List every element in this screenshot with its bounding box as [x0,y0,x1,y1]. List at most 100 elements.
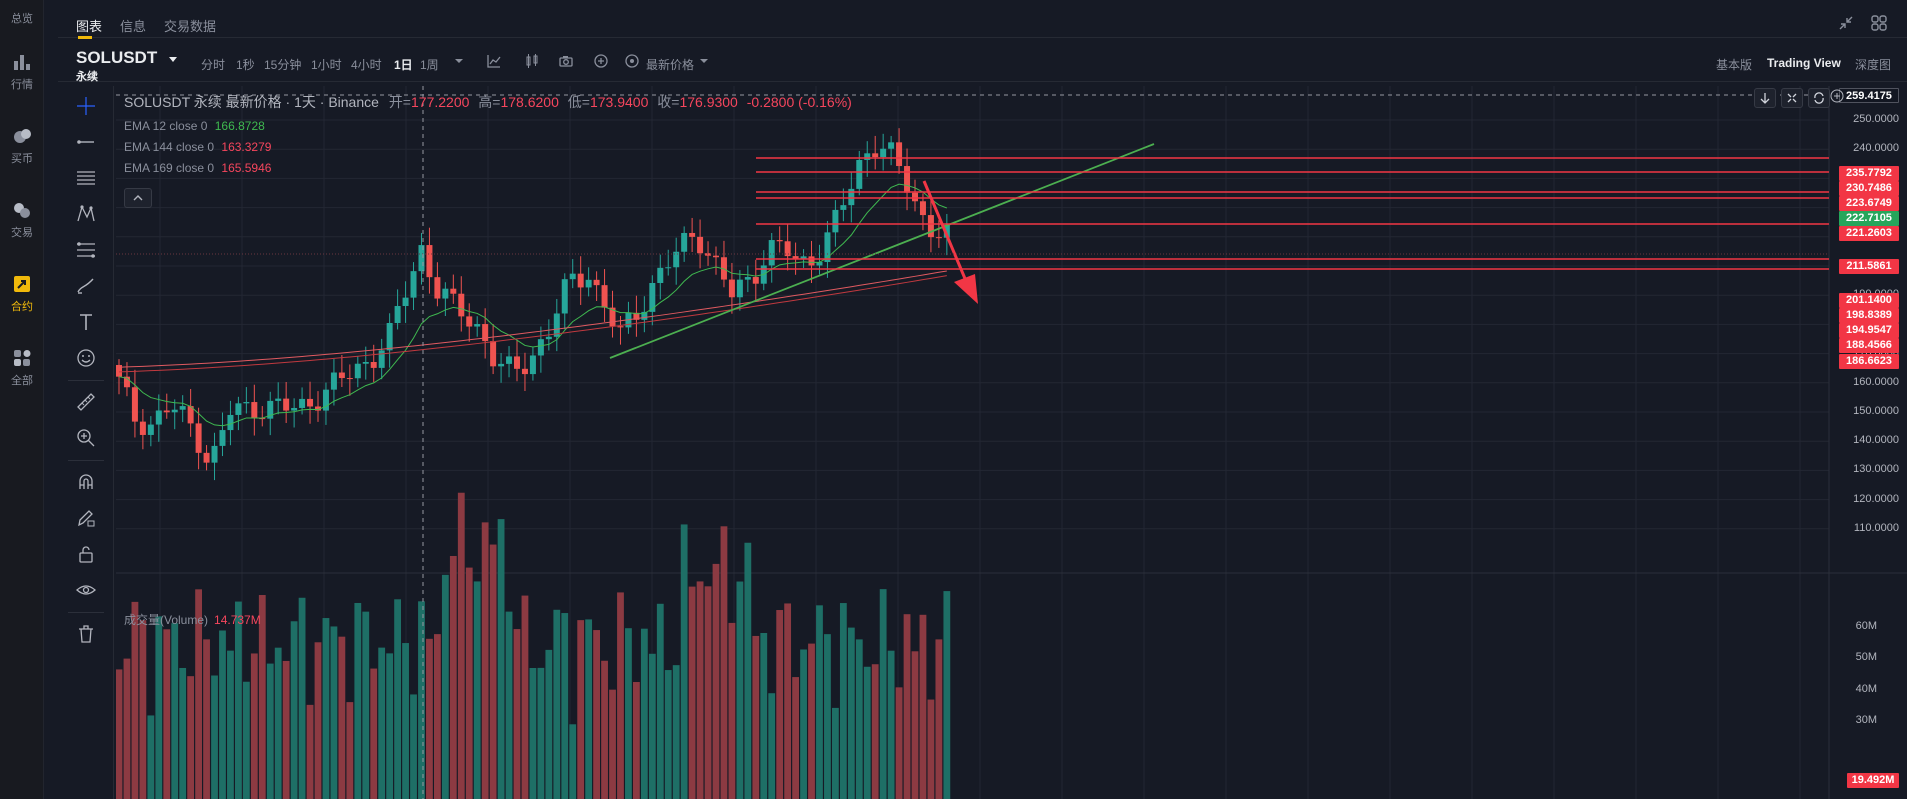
candle-body [816,262,823,266]
volume-bar [465,567,473,799]
ema-name: EMA 169 close 0 [124,161,215,175]
nav-item-all[interactable]: 全部 [0,334,44,388]
nav-item-buy-coin[interactable]: 买币 [0,112,44,166]
volume-bar [569,724,577,799]
candle-body [864,153,871,160]
refresh-button[interactable] [1808,88,1830,108]
nav-item-trade[interactable]: 交易 [0,186,44,240]
volume-bar [521,595,529,799]
chevron-down-icon[interactable] [169,57,177,62]
candle-body [545,336,552,340]
chevron-down-icon[interactable] [696,53,712,69]
open-value: 177.2200 [411,94,470,110]
volume-bar [664,670,672,799]
emoji-tool[interactable] [72,344,100,372]
level-price-tag: 211.5861 [1839,259,1899,274]
arrow-down-icon [1760,93,1770,104]
candle-body [792,256,799,259]
add-alert-icon[interactable] [1830,89,1844,103]
ema-144-line [118,275,947,373]
add-indicator-icon[interactable] [593,53,609,69]
brush-tool[interactable] [72,272,100,300]
symbol-selector[interactable]: SOLUSDT [76,48,158,67]
trend-line-tool[interactable] [72,128,100,156]
volume-bar [497,519,505,799]
volume-bar [601,660,608,799]
volume-bar [250,653,258,799]
nav-label: 买币 [11,153,33,165]
shrink-button[interactable] [1781,88,1803,108]
candle-body [195,423,202,453]
nav-item-overview[interactable]: 总览 [0,0,44,26]
volume-name: 成交量(Volume) [124,613,209,627]
interval-time[interactable]: 分时 [201,58,226,72]
price-tick: 150.0000 [1853,405,1899,417]
camera-icon[interactable] [558,53,574,69]
view-tradingview[interactable]: Trading View [1767,56,1841,70]
magnet-tool[interactable] [72,468,100,496]
volume-bar [163,629,171,799]
volume-bar [545,649,553,799]
layout-grid-icon[interactable] [1870,14,1888,32]
indicators-icon[interactable] [486,53,502,69]
ema-12-row[interactable]: EMA 12 close 0 166.8728 [124,119,852,133]
volume-bar [203,639,210,799]
volume-bar [776,610,784,799]
tab-chart[interactable]: 图表 [76,19,103,34]
interval-15m[interactable]: 15分钟 [264,58,302,72]
candle-body [227,414,234,431]
ema-144-row[interactable]: EMA 144 close 0 163.3279 [124,140,852,154]
ruler-tool[interactable] [72,388,100,416]
text-tool[interactable] [72,308,100,336]
pattern-tool[interactable] [72,200,100,228]
overview-icon [14,0,30,6]
fib-tool[interactable] [72,236,100,264]
price-tick: 250.0000 [1853,113,1899,125]
candle-body [617,326,624,328]
collapse-icon[interactable] [1837,14,1855,32]
candle-body [315,406,321,411]
nav-item-market[interactable]: 行情 [0,38,44,92]
volume-bar [378,647,386,799]
lock-tool[interactable] [72,540,100,568]
crosshair-tool[interactable] [72,92,100,120]
volume-bar [362,611,370,799]
candle-type-icon[interactable] [524,53,540,69]
candlestick-chart[interactable] [116,86,1907,799]
interval-1s[interactable]: 1秒 [236,58,255,72]
horizontal-lines-tool[interactable] [72,164,100,192]
zoom-tool[interactable] [72,424,100,452]
interval-1h[interactable]: 1小时 [311,58,342,72]
tab-info[interactable]: 信息 [120,19,147,34]
delete-drawings-tool[interactable] [72,620,100,648]
view-basic[interactable]: 基本版 [1716,58,1753,72]
volume-tick: 40M [1855,683,1877,695]
volume-bar [426,638,433,799]
visibility-tool[interactable] [72,576,100,604]
interval-1d[interactable]: 1日 [394,58,413,72]
interval-1w[interactable]: 1周 [420,58,439,72]
ema-name: EMA 12 close 0 [124,119,208,133]
emoji-icon [77,349,95,367]
volume-bar [832,707,839,799]
volume-bar [219,630,226,799]
tab-trading-data[interactable]: 交易数据 [164,19,217,34]
volume-last-tag: 19.492M [1847,773,1899,788]
price-type-selector[interactable]: 最新价格 [646,58,695,72]
chevron-down-icon[interactable] [451,53,467,69]
lock-drawing-tool[interactable] [72,504,100,532]
nav-item-futures[interactable]: 合约 [0,260,44,314]
scroll-to-latest-button[interactable] [1754,88,1776,108]
candle-body [593,279,600,286]
volume-bar [266,663,274,799]
chart-area[interactable]: SOLUSDT 永续 最新价格 · 1天 · Binance 开=177.220… [116,86,1907,799]
view-depth[interactable]: 深度图 [1855,58,1892,72]
line-icon [77,140,94,144]
candle-body [609,307,616,327]
candle-body [521,368,528,375]
ema-169-row[interactable]: EMA 169 close 0 165.5946 [124,161,852,175]
settings-icon[interactable] [624,53,640,69]
collapse-legend-button[interactable] [124,188,152,208]
interval-4h[interactable]: 4小时 [351,58,382,72]
pencil-lock-icon [78,510,95,527]
